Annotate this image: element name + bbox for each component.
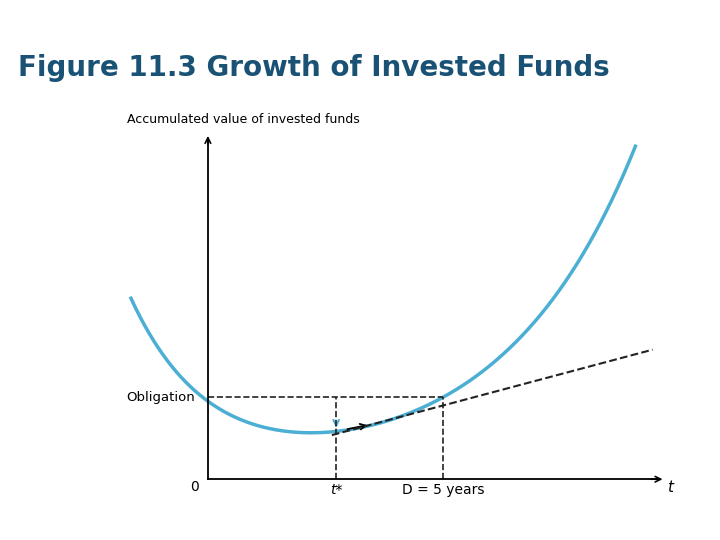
Text: 0: 0: [191, 480, 199, 494]
Text: Obligation: Obligation: [126, 391, 195, 404]
Text: D = 5 years: D = 5 years: [402, 483, 485, 497]
Text: Figure 11.3 Growth of Invested Funds: Figure 11.3 Growth of Invested Funds: [18, 54, 610, 82]
Text: t*: t*: [330, 483, 343, 497]
Text: t: t: [667, 480, 672, 495]
Text: 16: 16: [675, 515, 698, 533]
Text: Copyright © 2017  McGraw-Hill Education. All rights reserved. No reproduction or: Copyright © 2017 McGraw-Hill Education. …: [14, 519, 605, 529]
Text: Accumulated value of invested funds: Accumulated value of invested funds: [127, 113, 359, 126]
